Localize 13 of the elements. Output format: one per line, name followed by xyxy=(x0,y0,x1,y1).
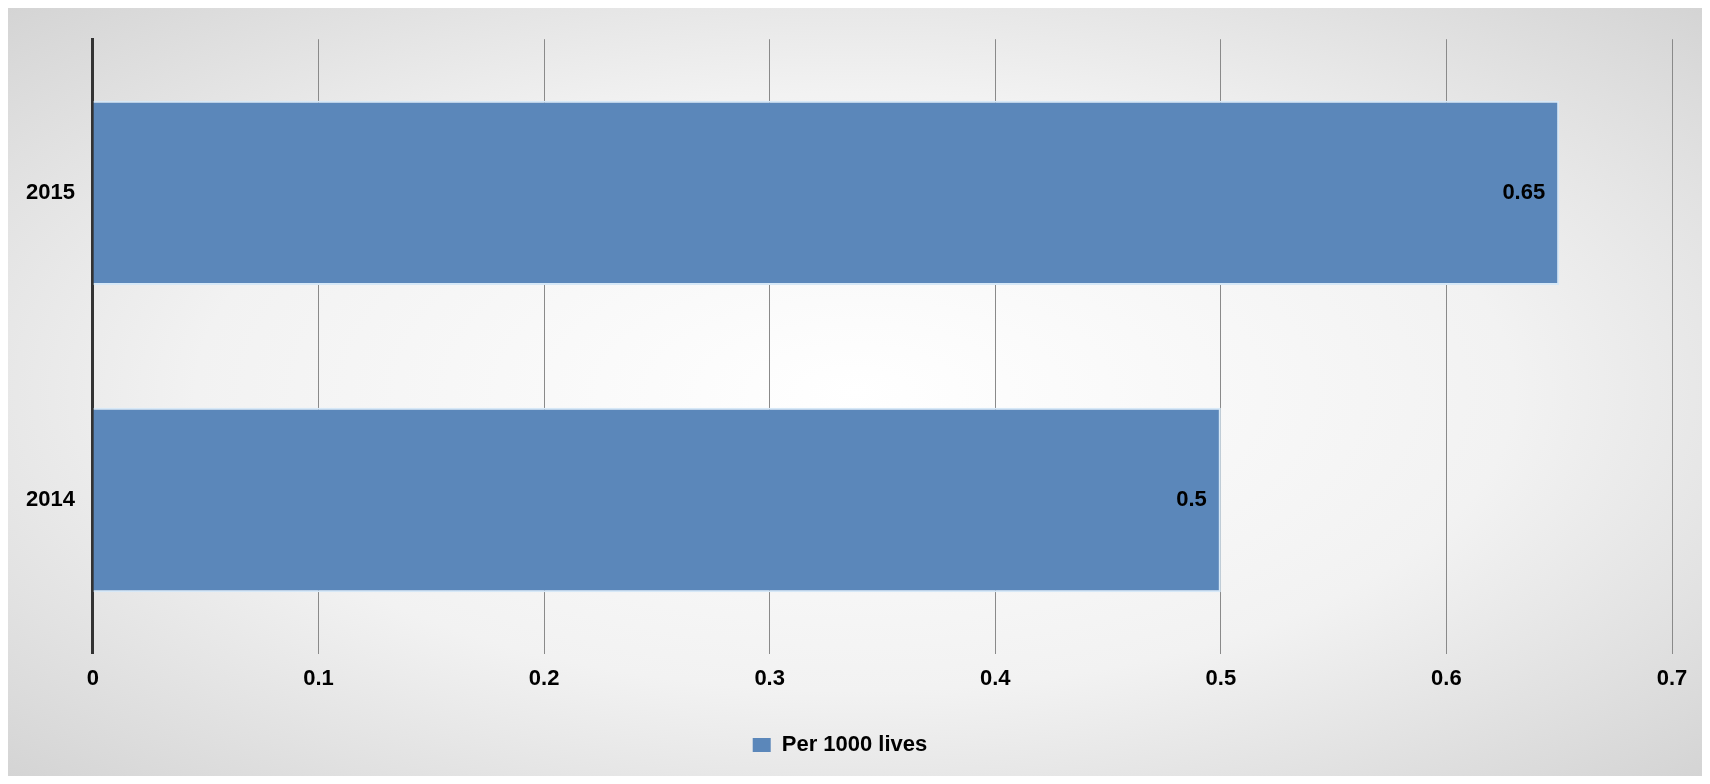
y-tick-label: 2015 xyxy=(25,178,75,204)
x-tick-label: 0.2 xyxy=(528,664,560,690)
x-tick-label: 0.7 xyxy=(1656,664,1688,690)
x-tick-label: 0.1 xyxy=(303,664,334,690)
x-tick-label: 0.5 xyxy=(1205,664,1237,690)
data-label: 0.5 xyxy=(1176,486,1207,512)
data-label: 0.65 xyxy=(1502,178,1546,204)
legend-label: Per 1000 lives xyxy=(781,731,928,757)
x-tick-label: 0.4 xyxy=(979,664,1012,690)
x-tick-label: 0 xyxy=(86,664,100,690)
y-tick-label: 2014 xyxy=(25,486,76,512)
x-tick-label: 0.6 xyxy=(1431,664,1462,690)
x-tick-label: 0.3 xyxy=(754,664,785,690)
